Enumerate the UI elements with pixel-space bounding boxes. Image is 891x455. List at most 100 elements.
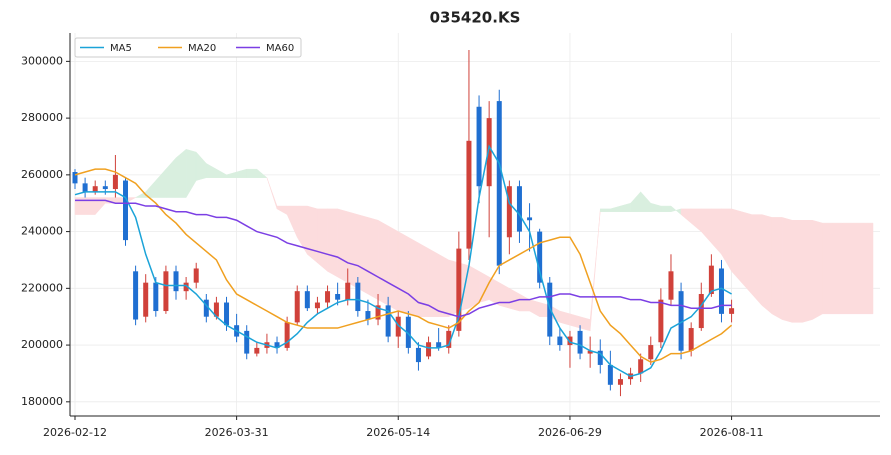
candle-body (496, 101, 502, 266)
candle-body (193, 268, 199, 283)
cloud-segment (519, 293, 530, 312)
cloud-segment (226, 171, 237, 178)
candle-body (244, 330, 250, 354)
cloud-segment (630, 191, 641, 212)
cloud-segment (529, 299, 540, 318)
candle-body (718, 268, 724, 314)
cloud-segment (701, 208, 712, 244)
candle-body (476, 106, 482, 187)
y-tick-label: 300000 (21, 54, 63, 67)
candle-body (638, 359, 644, 374)
cloud-segment (620, 202, 631, 212)
cloud-segment (721, 208, 732, 273)
x-tick-label: 2026-03-31 (205, 426, 269, 439)
candle-body (456, 248, 462, 331)
cloud-segment (670, 205, 682, 216)
cloud-segment (387, 225, 399, 312)
ma-line (74, 144, 732, 378)
candle-body (375, 305, 381, 320)
cloud-segment (327, 208, 338, 278)
cloud-segment (145, 179, 157, 198)
candle-body (607, 364, 613, 385)
y-tick-label: 280000 (21, 111, 63, 124)
candle-body (708, 265, 714, 295)
candle-body (597, 350, 603, 365)
candle-body (183, 282, 189, 292)
candle-body (729, 308, 735, 314)
candle-body (365, 311, 371, 320)
candle-body (294, 291, 300, 323)
cloud-segment (317, 208, 328, 272)
candle-body (143, 282, 149, 317)
cloud-segment (791, 219, 803, 323)
cloud-segment (266, 177, 278, 209)
y-tick-label: 200000 (21, 338, 63, 351)
cloud-segment (741, 211, 753, 295)
cloud-segment (731, 208, 742, 284)
cloud-segment (640, 191, 652, 212)
cloud-segment (216, 168, 227, 178)
cloud-segment (761, 214, 773, 315)
cloud-segment (397, 231, 409, 315)
candle-body (345, 282, 351, 300)
cloud-segment (307, 205, 318, 264)
candle-body (385, 305, 391, 337)
x-tick-label: 2026-08-11 (700, 426, 764, 439)
cloud-segment (256, 168, 268, 178)
candle-body (405, 316, 411, 348)
candle-body (557, 336, 563, 346)
cloud-segment (337, 208, 348, 284)
y-tick-label: 180000 (21, 395, 63, 408)
candle-body (274, 342, 280, 348)
cloud-segment (771, 217, 783, 320)
cloud-segment (276, 205, 288, 215)
candle-body (415, 347, 421, 363)
cloud-segment (862, 222, 874, 315)
candle-body (486, 118, 492, 187)
candle-body (668, 271, 674, 300)
cloud-segment (812, 219, 823, 320)
candle-body (678, 291, 684, 351)
candle-body (506, 186, 512, 238)
candle-body (537, 231, 543, 283)
legend-box (74, 37, 302, 58)
candle-body (123, 180, 129, 241)
candle-body (426, 342, 432, 357)
cloud-segment (408, 236, 419, 318)
cloud-segment (206, 163, 217, 178)
candle-body (648, 345, 654, 360)
y-tick-label: 220000 (21, 281, 63, 294)
cloud-segment (832, 222, 843, 315)
candle-body (314, 302, 320, 309)
legend-label: MA60 (266, 43, 294, 54)
candle-body (72, 172, 78, 184)
candle-body (436, 342, 442, 348)
candle-body (446, 330, 452, 348)
cloud-segment (367, 217, 379, 301)
cloud-segment (781, 217, 793, 323)
candle-body (658, 299, 664, 343)
x-tick-label: 2026-02-12 (43, 426, 107, 439)
candle-body (466, 140, 472, 249)
cloud-segment (357, 214, 369, 295)
candle-body (163, 271, 169, 312)
cloud-segment (600, 208, 611, 212)
cloud-segment (579, 316, 591, 332)
cloud-segment (246, 168, 258, 178)
x-tick-label: 2026-06-29 (538, 426, 602, 439)
cloud-segment (802, 219, 813, 323)
candle-body (355, 282, 361, 312)
legend-label: MA20 (188, 43, 216, 54)
candle-body (213, 302, 219, 317)
candle-body (203, 299, 209, 317)
cloud-segment (650, 202, 662, 212)
candle-body (698, 294, 704, 329)
cloud-segment (711, 208, 722, 255)
candle-body (102, 186, 108, 190)
candle-body (133, 271, 139, 320)
cloud-segment (286, 205, 298, 238)
candle-body (577, 330, 583, 354)
cloud-segment (569, 313, 581, 329)
